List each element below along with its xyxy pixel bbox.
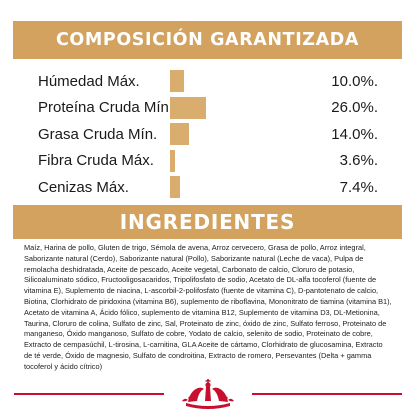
nutrient-label: Cenizas Máx. — [38, 178, 129, 196]
nutrient-bar-track — [170, 96, 270, 119]
nutrient-bar-track — [170, 70, 270, 92]
nutrient-bar — [170, 96, 206, 119]
nutrient-value: 14.0%. — [331, 125, 378, 143]
nutrient-bar-track — [170, 176, 270, 198]
nutrient-row: Fibra Cruda Máx. 3.6%. — [38, 149, 378, 172]
footer-divider-right — [252, 393, 402, 395]
nutrient-value: 10.0%. — [331, 72, 378, 90]
nutrient-label: Proteína Cruda Mín. — [38, 99, 174, 116]
composition-banner: COMPOSICIÓN GARANTIZADA — [13, 21, 402, 59]
nutrient-label: Húmedad Máx. — [38, 72, 140, 90]
ingredients-title: INGREDIENTES — [119, 210, 296, 234]
nutrient-row: Grasa Cruda Mín. 14.0%. — [38, 123, 378, 145]
nutrient-bar-track — [170, 123, 270, 145]
nutrient-value: 26.0%. — [331, 99, 378, 116]
nutrient-label: Fibra Cruda Máx. — [38, 152, 154, 169]
nutrient-value: 3.6%. — [339, 152, 378, 169]
nutrient-bar-track — [170, 149, 270, 172]
composition-title: COMPOSICIÓN GARANTIZADA — [55, 30, 360, 50]
nutrient-bar — [170, 70, 184, 92]
nutrient-bar — [170, 176, 181, 198]
nutrient-row: Proteína Cruda Mín. 26.0%. — [38, 96, 378, 119]
ingredients-banner: INGREDIENTES — [13, 205, 402, 239]
ingredients-list: Maíz, Harina de pollo, Gluten de trigo, … — [24, 243, 392, 371]
nutrient-bar — [170, 123, 190, 145]
nutrient-row: Húmedad Máx. 10.0%. — [38, 70, 378, 92]
nutrient-label: Grasa Cruda Mín. — [38, 125, 158, 143]
nutrient-bar — [170, 149, 175, 172]
nutrient-value: 7.4%. — [339, 178, 378, 196]
footer-divider-left — [14, 393, 164, 395]
nutrient-row: Cenizas Máx. 7.4%. — [38, 176, 378, 198]
royal-canin-crown-icon — [182, 379, 234, 409]
